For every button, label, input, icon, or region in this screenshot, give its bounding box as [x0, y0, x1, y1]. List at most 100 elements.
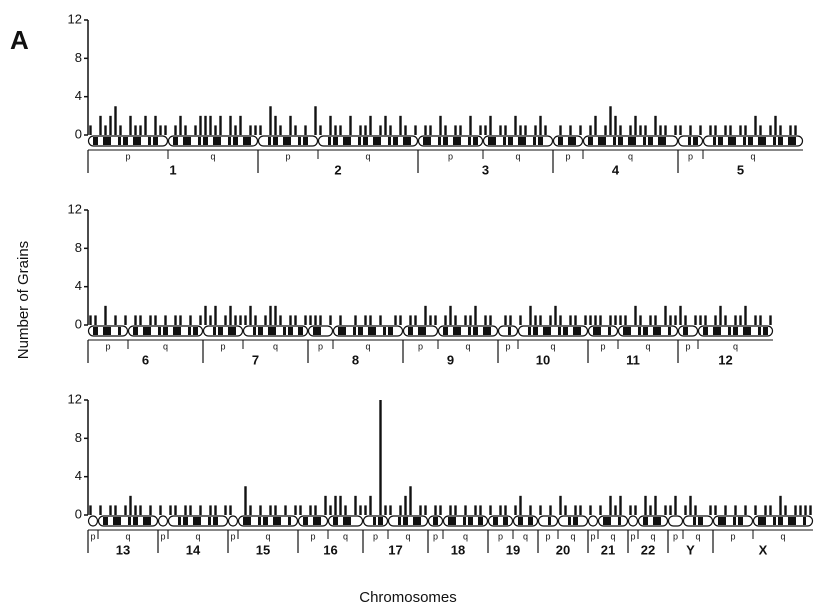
ideogram-band	[263, 517, 268, 525]
grain-bar	[534, 125, 537, 135]
ideogram-band	[213, 327, 216, 335]
ideogram-band	[653, 327, 658, 335]
grain-bar	[439, 115, 442, 135]
grain-bar	[119, 125, 122, 135]
chromosome-label: 9	[447, 352, 454, 367]
ideogram-band	[178, 517, 181, 525]
ideogram-band	[588, 137, 593, 145]
grain-bar	[454, 125, 457, 135]
ideogram-band	[173, 327, 178, 335]
grain-bar	[614, 115, 617, 135]
ideogram-band	[698, 517, 703, 525]
ideogram-band	[303, 137, 308, 145]
chromosome-label: 19	[506, 542, 520, 557]
grain-bar	[294, 505, 297, 515]
y-tick-label: 0	[75, 126, 82, 141]
ideogram-band	[393, 137, 398, 145]
grain-bar	[134, 125, 137, 135]
grain-bar	[539, 505, 542, 515]
ideogram-band	[543, 327, 548, 335]
grain-bar	[304, 315, 307, 325]
ideogram-band	[403, 517, 408, 525]
grain-bar	[459, 125, 462, 135]
ideogram-band	[433, 517, 438, 525]
ideogram-arm	[587, 325, 619, 337]
ideogram-band	[348, 517, 351, 525]
ideogram-band	[468, 517, 473, 525]
grain-bar	[174, 315, 177, 325]
grain-bar	[304, 125, 307, 135]
ideogram-band	[578, 327, 581, 335]
grain-bar	[409, 486, 412, 515]
ideogram-band	[143, 517, 148, 525]
ideogram-band	[303, 517, 308, 525]
grain-bar	[764, 505, 767, 515]
ideogram-band	[108, 327, 111, 335]
grain-bar	[519, 125, 522, 135]
ideogram-band	[218, 327, 223, 335]
ideogram-band	[563, 327, 568, 335]
grain-bar	[709, 505, 712, 515]
arm-label: p	[125, 151, 130, 161]
grain-bar	[294, 315, 297, 325]
arm-label: p	[590, 531, 595, 541]
grain-bar	[284, 505, 287, 515]
ideogram-band	[633, 137, 636, 145]
grain-bar	[489, 505, 492, 515]
grain-bar	[259, 505, 262, 515]
chromosome-label: 14	[186, 542, 201, 557]
ideogram-band	[733, 137, 736, 145]
grain-bar	[429, 125, 432, 135]
ideogram-band	[488, 137, 493, 145]
grain-bar	[189, 505, 192, 515]
grain-bar	[444, 125, 447, 135]
grain-bar	[279, 125, 282, 135]
ideogram-band	[533, 327, 538, 335]
grain-bar	[144, 115, 147, 135]
ideogram-band	[443, 327, 448, 335]
ideogram-band	[748, 327, 751, 335]
grain-bar	[554, 305, 557, 325]
ideogram-band	[573, 327, 578, 335]
grain-bar	[154, 115, 157, 135]
ideogram-band	[788, 517, 793, 525]
ideogram-band	[713, 327, 718, 335]
grain-bar	[329, 315, 332, 325]
ideogram-band	[183, 517, 188, 525]
grain-bar	[214, 125, 217, 135]
grain-bar	[609, 315, 612, 325]
grain-bar	[414, 125, 417, 135]
chromosome-label: 10	[536, 352, 550, 367]
ideogram-band	[728, 327, 731, 335]
ideogram-band	[733, 517, 736, 525]
grain-bar	[654, 495, 657, 515]
grain-bar	[354, 495, 357, 515]
grain-bar	[179, 115, 182, 135]
grain-bar	[344, 505, 347, 515]
ideogram-band	[248, 517, 251, 525]
grain-bar	[699, 125, 702, 135]
grain-bar	[679, 305, 682, 325]
ideogram-band	[598, 137, 603, 145]
grain-bar	[434, 505, 437, 515]
arm-label: p	[230, 531, 235, 541]
grain-bar	[629, 505, 632, 515]
ideogram-band	[653, 517, 658, 525]
arm-label: q	[405, 531, 410, 541]
ideogram-band	[258, 327, 263, 335]
grain-bar	[664, 125, 667, 135]
arm-label: q	[610, 531, 615, 541]
grain-bar	[454, 505, 457, 515]
grain-bar	[469, 115, 472, 135]
ideogram-band	[728, 137, 733, 145]
arm-label: q	[463, 531, 468, 541]
grain-bar	[214, 505, 217, 515]
ideogram-band	[448, 517, 453, 525]
grain-bar	[369, 115, 372, 135]
grain-bar	[409, 315, 412, 325]
grain-bar	[139, 125, 142, 135]
chromosome-label: 16	[323, 542, 337, 557]
ideogram-band	[593, 327, 598, 335]
ideogram-band	[463, 517, 466, 525]
ideogram-band	[123, 137, 128, 145]
